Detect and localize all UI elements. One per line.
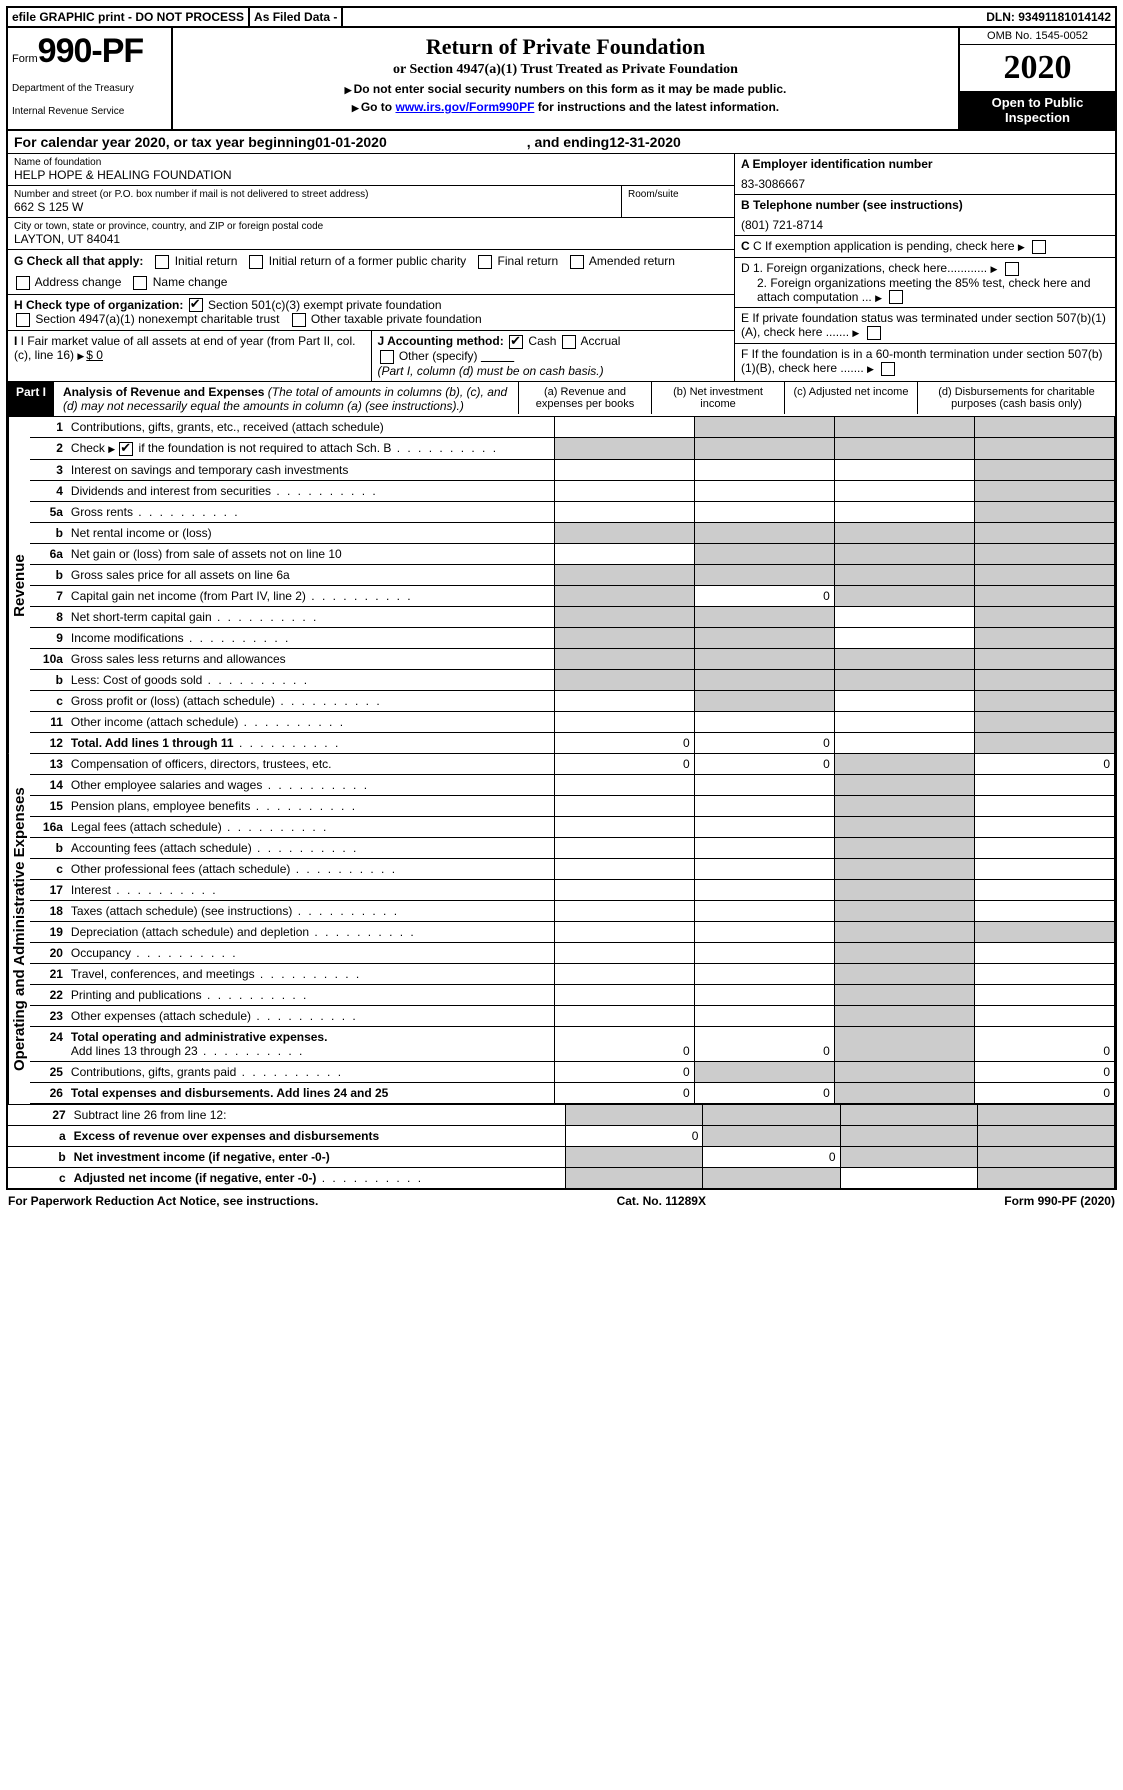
section-g: G Check all that apply: Initial return I… <box>8 250 734 295</box>
chk-85pct[interactable] <box>889 290 903 304</box>
form-number: 990-PF <box>38 32 144 70</box>
chk-address-change[interactable] <box>16 276 30 290</box>
entity-right: A Employer identification number 83-3086… <box>734 154 1115 381</box>
goto-post: for instructions and the latest informat… <box>534 100 779 114</box>
city-state-zip: LAYTON, UT 84041 <box>14 232 728 246</box>
chk-sch-b[interactable] <box>119 442 133 456</box>
section-c: C C If exemption application is pending,… <box>735 236 1115 258</box>
revenue-table: 1Contributions, gifts, grants, etc., rec… <box>30 417 1115 754</box>
tax-year: 2020 <box>960 45 1115 91</box>
cal-begin: 01-01-2020 <box>315 134 387 150</box>
efile-notice: efile GRAPHIC print - DO NOT PROCESS <box>8 8 250 26</box>
arrow-icon <box>352 100 361 114</box>
ssn-warning: Do not enter social security numbers on … <box>354 82 787 96</box>
form-ref: 990-PF <box>1038 1194 1077 1208</box>
goto-pre: Go to <box>361 100 396 114</box>
foundation-name: HELP HOPE & HEALING FOUNDATION <box>14 168 728 182</box>
as-filed: As Filed Data - <box>250 8 343 26</box>
chk-status-terminated[interactable] <box>867 326 881 340</box>
arrow-icon <box>345 82 354 96</box>
chk-final-return[interactable] <box>478 255 492 269</box>
form-title: Return of Private Foundation <box>179 34 952 60</box>
section-d: D 1. Foreign organizations, check here..… <box>735 258 1115 309</box>
form-prefix: Form <box>12 53 38 65</box>
chk-cash[interactable] <box>509 335 523 349</box>
chk-name-change[interactable] <box>133 276 147 290</box>
city-label: City or town, state or province, country… <box>14 221 728 232</box>
col-b: (b) Net investment income <box>651 382 784 414</box>
catalog-number: Cat. No. 11289X <box>617 1194 706 1208</box>
g-label: G Check all that apply: <box>14 254 143 269</box>
room-label: Room/suite <box>628 189 728 200</box>
header-middle: Return of Private Foundation or Section … <box>173 28 958 129</box>
public-inspection: Open to Public Inspection <box>960 91 1115 129</box>
chk-initial-former[interactable] <box>249 255 263 269</box>
phone-label: B Telephone number (see instructions) <box>741 198 1109 212</box>
col-c: (c) Adjusted net income <box>784 382 917 414</box>
part1-title: Analysis of Revenue and Expenses <box>63 385 264 399</box>
entity-info: Name of foundation HELP HOPE & HEALING F… <box>8 154 1115 382</box>
chk-accrual[interactable] <box>562 335 576 349</box>
chk-amended-return[interactable] <box>570 255 584 269</box>
paperwork-notice: For Paperwork Reduction Act Notice, see … <box>8 1194 318 1208</box>
chk-60month[interactable] <box>881 362 895 376</box>
revenue-vertical: Revenue <box>8 417 30 754</box>
chk-501c3[interactable] <box>189 298 203 312</box>
expenses-table: 13Compensation of officers, directors, t… <box>30 754 1115 1104</box>
form-subtitle: or Section 4947(a)(1) Trust Treated as P… <box>179 62 952 78</box>
part1-header: Part I Analysis of Revenue and Expenses … <box>8 382 1115 417</box>
section-f: F If the foundation is in a 60-month ter… <box>735 344 1115 379</box>
chk-initial-return[interactable] <box>155 255 169 269</box>
dept-treasury: Department of the Treasury <box>12 83 167 94</box>
section-e: E If private foundation status was termi… <box>735 308 1115 344</box>
chk-foreign-org[interactable] <box>1005 262 1019 276</box>
ein-value: 83-3086667 <box>741 171 1109 191</box>
chk-other-method[interactable] <box>380 350 394 364</box>
phone-value: (801) 721-8714 <box>741 212 1109 232</box>
j-note: (Part I, column (d) must be on cash basi… <box>378 364 604 378</box>
summary-table: 27Subtract line 26 from line 12: aExcess… <box>8 1104 1115 1188</box>
header-right: OMB No. 1545-0052 2020 Open to Public In… <box>958 28 1115 129</box>
calendar-year-row: For calendar year 2020, or tax year begi… <box>8 131 1115 154</box>
col-a: (a) Revenue and expenses per books <box>518 382 651 414</box>
col-d: (d) Disbursements for charitable purpose… <box>917 382 1115 414</box>
top-bar: efile GRAPHIC print - DO NOT PROCESS As … <box>8 8 1115 28</box>
street-address: 662 S 125 W <box>14 200 615 214</box>
irs: Internal Revenue Service <box>12 106 167 117</box>
cal-mid: , and ending <box>527 134 609 150</box>
page-footer: For Paperwork Reduction Act Notice, see … <box>6 1190 1117 1208</box>
instructions-link[interactable]: www.irs.gov/Form990PF <box>395 100 534 114</box>
fmv-value: $ 0 <box>86 348 103 362</box>
entity-left: Name of foundation HELP HOPE & HEALING F… <box>8 154 734 381</box>
section-i: I I Fair market value of all assets at e… <box>8 331 372 381</box>
form-header: Form990-PF Department of the Treasury In… <box>8 28 1115 131</box>
form-container: efile GRAPHIC print - DO NOT PROCESS As … <box>6 6 1117 1190</box>
part1-body: Revenue 1Contributions, gifts, grants, e… <box>8 417 1115 754</box>
part1-label: Part I <box>8 382 54 416</box>
section-h: H Check type of organization: Section 50… <box>8 295 734 332</box>
cal-end: 12-31-2020 <box>609 134 681 150</box>
ein-label: A Employer identification number <box>741 157 1109 171</box>
j-label: J Accounting method: <box>378 334 504 348</box>
expenses-section: Operating and Administrative Expenses 13… <box>8 754 1115 1104</box>
name-label: Name of foundation <box>14 157 728 168</box>
section-j: J Accounting method: Cash Accrual Other … <box>372 331 735 381</box>
h-label: H Check type of organization: <box>14 298 183 312</box>
cal-pre: For calendar year 2020, or tax year begi… <box>14 134 315 150</box>
omb-number: OMB No. 1545-0052 <box>960 28 1115 45</box>
header-left: Form990-PF Department of the Treasury In… <box>8 28 173 129</box>
dln: DLN: 93491181014142 <box>982 8 1115 26</box>
addr-label: Number and street (or P.O. box number if… <box>14 189 615 200</box>
expenses-vertical: Operating and Administrative Expenses <box>8 754 30 1104</box>
chk-4947a1[interactable] <box>16 313 30 327</box>
chk-other-taxable[interactable] <box>292 313 306 327</box>
chk-exemption-pending[interactable] <box>1032 240 1046 254</box>
